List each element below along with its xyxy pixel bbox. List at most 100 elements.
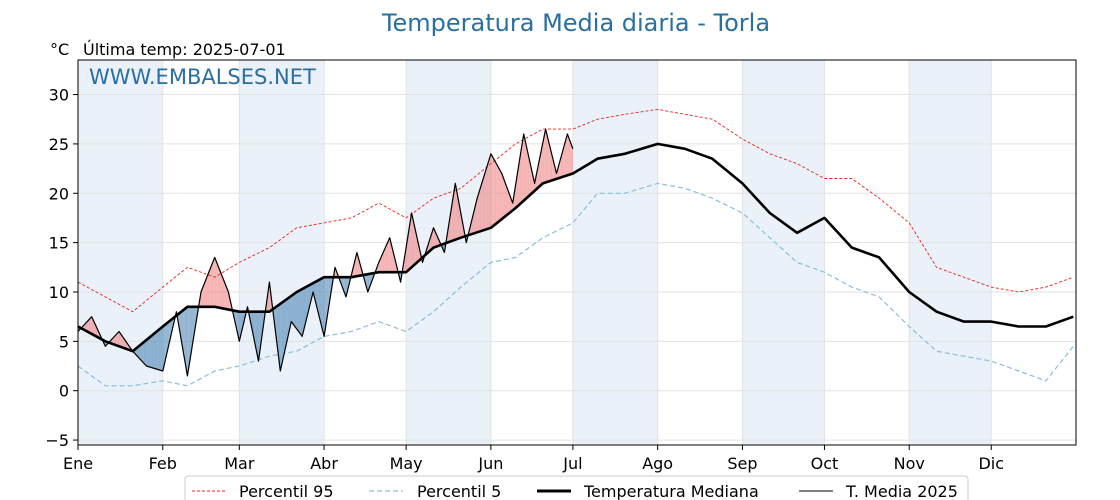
fill-above-median [520, 142, 523, 204]
fill-above-median [477, 193, 479, 233]
fill-below-median [237, 311, 240, 342]
fill-above-median [213, 257, 215, 307]
fill-below-median [325, 277, 327, 328]
last-temp-label: Última temp: 2025-07-01 [83, 40, 286, 59]
fill-above-median [514, 185, 516, 210]
fill-above-median [489, 153, 491, 229]
fill-above-median [541, 142, 543, 185]
month-band-mar [239, 60, 325, 445]
fill-above-median [88, 318, 91, 334]
fill-above-median [475, 198, 478, 233]
fill-above-median [411, 213, 413, 268]
fill-above-median [217, 264, 219, 308]
fill-below-median [140, 343, 143, 362]
y-tick-label: 30 [49, 86, 69, 105]
fill-above-median [384, 246, 386, 273]
fill-below-median [329, 277, 331, 302]
fill-above-median [549, 145, 552, 182]
fill-above-median [496, 163, 498, 224]
fill-above-median [381, 253, 383, 273]
fill-above-median [214, 257, 217, 308]
fill-above-median [570, 141, 572, 175]
fill-above-median [474, 203, 476, 234]
fill-above-median [519, 151, 521, 205]
y-tick-label: 25 [49, 135, 69, 154]
fill-above-median [526, 146, 528, 199]
fill-below-median [296, 291, 299, 331]
fill-above-median [216, 260, 218, 308]
fill-above-median [488, 158, 490, 229]
fill-above-median [482, 175, 485, 231]
month-bands [78, 60, 992, 445]
fill-below-median [184, 307, 187, 368]
fill-above-median [203, 281, 206, 307]
fill-below-median [191, 306, 193, 351]
fill-below-median [283, 300, 285, 359]
x-tick-label: Jun [477, 454, 503, 473]
month-band-ene [78, 60, 163, 445]
fill-below-median [257, 311, 259, 362]
fill-below-median [153, 333, 155, 369]
fill-below-median [300, 289, 303, 337]
month-band-sep [742, 60, 825, 445]
fill-below-median [157, 329, 159, 370]
fill-above-median [452, 192, 454, 241]
series-line-current [77, 128, 574, 377]
fill-above-median [505, 184, 508, 216]
fill-above-median [497, 166, 500, 223]
fill-above-median [404, 247, 407, 273]
fill-above-median [499, 168, 501, 222]
fill-below-median [319, 278, 322, 326]
fill-below-median [158, 328, 161, 371]
fill-below-median [144, 340, 147, 367]
watermark: WWW.EMBALSES.NET [89, 65, 316, 89]
fill-above-median [93, 319, 95, 336]
fill-above-median [385, 243, 387, 273]
y-tick-label: 10 [49, 283, 69, 302]
fill-above-median [478, 189, 480, 232]
fill-above-median [389, 237, 392, 273]
fill-above-median [507, 188, 509, 215]
fill-above-median [116, 332, 118, 346]
fill-below-median [303, 287, 305, 331]
fill-above-median [206, 274, 208, 307]
fill-above-median [121, 335, 124, 348]
fill-above-median [484, 171, 486, 231]
fill-below-median [239, 311, 241, 342]
fill-below-median [166, 322, 169, 354]
legend-label-median: Temperatura Mediana [583, 482, 759, 500]
fill-above-median [548, 140, 550, 182]
fill-above-median [568, 137, 571, 175]
x-tick-label: Feb [149, 454, 177, 473]
fill-below-median [299, 289, 301, 335]
fill-above-median [114, 334, 117, 346]
fill-below-median [291, 294, 293, 324]
x-tick-label: Ago [642, 454, 673, 473]
fill-above-median [268, 282, 270, 312]
fill-above-median [205, 278, 207, 307]
fill-above-median [453, 183, 456, 241]
fill-below-median [298, 290, 300, 333]
fill-above-median [117, 331, 120, 347]
fill-above-median [412, 219, 415, 267]
fill-above-median [228, 291, 230, 310]
fill-above-median [207, 271, 210, 307]
fill-above-median [566, 134, 568, 176]
fill-below-median [284, 299, 286, 353]
series-line-p95 [77, 108, 1074, 313]
series-line-p5 [77, 182, 1074, 387]
fill-above-median [211, 260, 214, 307]
fill-above-median [561, 148, 564, 178]
fill-below-median [287, 297, 289, 341]
fill-above-median [210, 264, 212, 307]
anomaly-fills [78, 129, 573, 376]
fill-above-median [523, 134, 526, 201]
fill-below-median [322, 277, 325, 337]
fill-above-median [535, 169, 538, 190]
fill-above-median [227, 288, 229, 310]
fill-above-median [494, 161, 497, 225]
y-tick-label: 15 [49, 234, 69, 253]
fill-below-median [294, 292, 296, 328]
fill-below-median [165, 323, 167, 360]
